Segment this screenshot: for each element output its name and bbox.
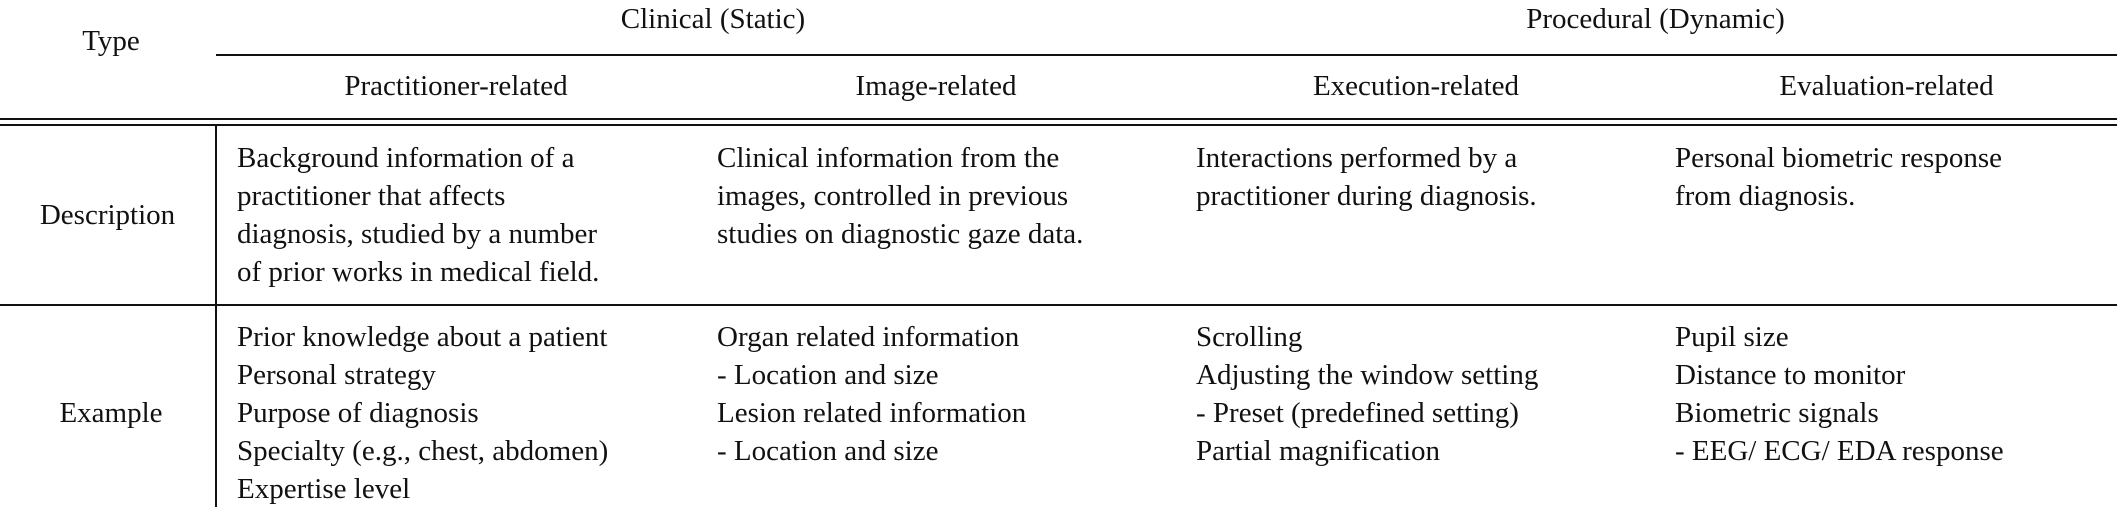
example-evaluation-line: - EEG/ ECG/ EDA response (1675, 435, 2004, 467)
example-image-line: Organ related information (717, 321, 1020, 353)
example-practitioner-line: Personal strategy (237, 359, 436, 391)
header-double-rule-top (0, 118, 2117, 120)
example-image-line: Lesion related information (717, 397, 1027, 429)
type-header: Type (82, 25, 140, 57)
description-image-cell: Clinical information from the images, co… (717, 139, 1083, 253)
col-header-practitioner: Practitioner-related (344, 70, 568, 102)
example-evaluation-line: Biometric signals (1675, 397, 1879, 429)
row-rule (0, 304, 2117, 306)
example-practitioner-cell: Prior knowledge about a patient Personal… (237, 318, 608, 508)
example-practitioner-line: Purpose of diagnosis (237, 397, 479, 429)
example-image-cell: Organ related information - Location and… (717, 318, 1026, 470)
group-header-procedural: Procedural (Dynamic) (1526, 3, 1785, 35)
col-header-execution: Execution-related (1312, 70, 1520, 102)
description-practitioner-cell: Background information of a practitioner… (237, 139, 599, 291)
row-label-description: Description (39, 199, 176, 231)
description-execution-line: Interactions performed by a (1196, 142, 1518, 174)
description-practitioner-line: Background information of a (237, 142, 575, 174)
col-header-evaluation: Evaluation-related (1779, 70, 1994, 102)
example-execution-cell: Scrolling Adjusting the window setting -… (1196, 318, 1538, 470)
group-rule (216, 54, 2117, 56)
description-evaluation-cell: Personal biometric response from diagnos… (1675, 139, 2002, 215)
description-image-line: images, controlled in previous (717, 180, 1069, 212)
col-header-image: Image-related (855, 70, 1017, 102)
example-practitioner-line: Expertise level (237, 473, 411, 505)
description-evaluation-line: from diagnosis. (1675, 180, 1856, 212)
example-evaluation-line: Pupil size (1675, 321, 1789, 353)
group-header-clinical: Clinical (Static) (620, 3, 806, 35)
description-image-line: Clinical information from the (717, 142, 1060, 174)
example-practitioner-line: Prior knowledge about a patient (237, 321, 608, 353)
description-execution-cell: Interactions performed by a practitioner… (1196, 139, 1537, 215)
example-evaluation-line: Distance to monitor (1675, 359, 1906, 391)
example-evaluation-cell: Pupil size Distance to monitor Biometric… (1675, 318, 2004, 470)
description-evaluation-line: Personal biometric response (1675, 142, 2002, 174)
example-execution-line: Partial magnification (1196, 435, 1441, 467)
example-execution-line: - Preset (predefined setting) (1196, 397, 1519, 429)
example-execution-line: Adjusting the window setting (1196, 359, 1539, 391)
description-practitioner-line: of prior works in medical field. (237, 256, 600, 288)
description-execution-line: practitioner during diagnosis. (1196, 180, 1537, 212)
example-practitioner-line: Specialty (e.g., chest, abdomen) (237, 435, 609, 467)
example-execution-line: Scrolling (1196, 321, 1303, 353)
description-practitioner-line: practitioner that affects (237, 180, 506, 212)
example-image-line: - Location and size (717, 359, 939, 391)
row-label-example: Example (59, 397, 163, 429)
description-image-line: studies on diagnostic gaze data. (717, 218, 1084, 250)
label-column-divider (215, 126, 217, 507)
description-practitioner-line: diagnosis, studied by a number (237, 218, 598, 250)
example-image-line: - Location and size (717, 435, 939, 467)
header-double-rule-bottom (0, 124, 2117, 126)
